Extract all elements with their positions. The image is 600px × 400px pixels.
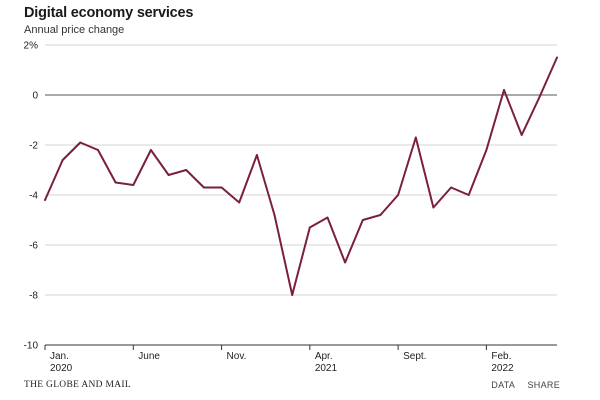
- data-point: [556, 56, 558, 59]
- data-point: [150, 149, 152, 151]
- data-point: [361, 219, 364, 221]
- y-tick-label: -10: [24, 341, 39, 352]
- data-point: [308, 226, 311, 229]
- data-point: [538, 96, 541, 99]
- data-point: [255, 154, 258, 156]
- data-point: [79, 141, 82, 144]
- data-point: [467, 194, 470, 196]
- x-tick-label: Jan.: [50, 351, 69, 362]
- data-point: [238, 201, 241, 204]
- chart-subtitle: Annual price change: [24, 24, 125, 36]
- x-tick-label: Nov.: [227, 351, 247, 362]
- y-tick-label: -8: [29, 291, 38, 302]
- data-point: [379, 214, 382, 216]
- series-line: [44, 56, 558, 296]
- data-point: [220, 186, 223, 189]
- data-point: [397, 194, 400, 196]
- data-point: [414, 136, 417, 139]
- x-axis: Jan.2020 June Nov. Apr.2021 Sept. Feb.2022: [44, 344, 557, 374]
- data-point: [202, 186, 205, 189]
- y-tick-label: 0: [32, 91, 38, 102]
- x-tick-year-label: 2021: [315, 363, 338, 374]
- data-point: [167, 174, 170, 176]
- x-tick-year-label: 2020: [50, 363, 73, 374]
- data-point: [432, 206, 435, 209]
- chart-title: Digital economy services: [24, 5, 194, 21]
- data-point: [114, 181, 117, 184]
- data-point: [273, 214, 276, 216]
- share-link[interactable]: SHARE: [527, 380, 560, 390]
- data-link[interactable]: DATA: [491, 380, 515, 390]
- data-point: [44, 199, 46, 201]
- data-point: [185, 169, 188, 171]
- x-tick-label: June: [138, 351, 160, 362]
- data-point: [97, 149, 99, 151]
- publisher-credit: THE GLOBE AND MAIL: [24, 380, 131, 390]
- data-point: [503, 89, 505, 91]
- x-tick-label: Apr.: [315, 351, 333, 362]
- data-point: [132, 184, 135, 186]
- footer-links: DATA SHARE: [481, 380, 560, 390]
- y-tick-label: -4: [29, 191, 38, 202]
- data-point: [61, 159, 64, 161]
- x-tick-year-label: 2022: [491, 363, 514, 374]
- data-point: [291, 294, 294, 296]
- data-point: [450, 186, 452, 189]
- x-tick-label: Feb.: [491, 351, 511, 362]
- y-tick-label: -2: [29, 141, 38, 152]
- data-point: [520, 134, 523, 136]
- series-group: [44, 56, 558, 296]
- x-tick-label: Sept.: [403, 351, 426, 362]
- y-axis-ticks: 2% 0 -2 -4 -6 -8 -10: [24, 41, 39, 352]
- data-point: [485, 149, 488, 151]
- data-point: [344, 261, 347, 264]
- y-tick-label: 2%: [24, 41, 39, 52]
- gridlines: [45, 44, 557, 346]
- data-point: [326, 216, 329, 219]
- y-tick-label: -6: [29, 241, 38, 252]
